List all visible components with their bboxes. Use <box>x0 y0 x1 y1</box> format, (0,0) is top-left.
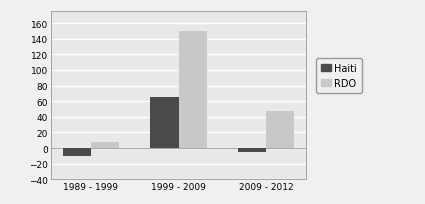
Bar <box>62 148 91 156</box>
Legend: Haiti, RDO: Haiti, RDO <box>316 59 362 93</box>
Bar <box>150 98 178 148</box>
Bar <box>91 142 119 148</box>
Bar <box>178 32 207 148</box>
Bar <box>238 148 266 152</box>
Bar <box>266 111 295 148</box>
